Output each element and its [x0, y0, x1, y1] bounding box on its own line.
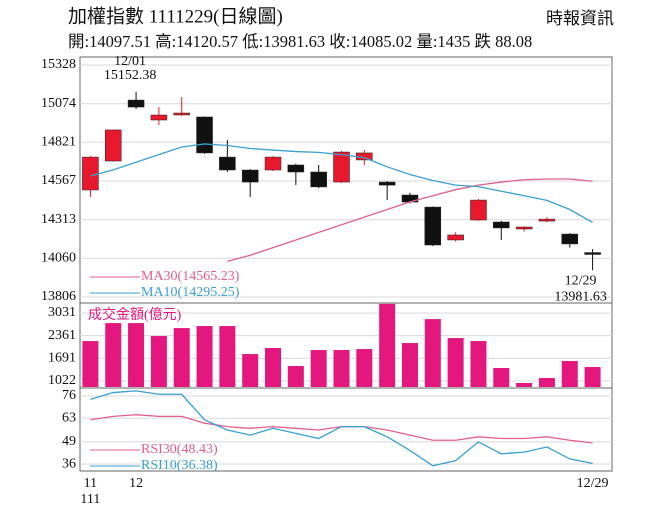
bar: [333, 350, 350, 387]
x-tick-label: 12: [129, 476, 143, 491]
candle-body: [538, 218, 556, 222]
candle-body: [82, 156, 99, 191]
candle-body: [333, 151, 350, 183]
legend-label: MA10(14295.25): [141, 285, 240, 300]
candle-body: [584, 252, 601, 255]
y-tick-label: 15328: [41, 57, 76, 72]
candle-body: [493, 221, 510, 229]
candle-body: [470, 199, 487, 221]
y-tick-label: 13806: [41, 289, 76, 304]
high-date: 12/01: [114, 54, 146, 69]
bar: [379, 303, 396, 387]
y-tick-label: 14313: [41, 212, 76, 227]
bar: [82, 341, 99, 387]
bar: [401, 343, 418, 387]
x-tick-label: 12/29: [577, 476, 609, 491]
bar: [470, 341, 487, 387]
y-tick-label: 14821: [41, 135, 76, 150]
candle-body: [287, 164, 305, 173]
candle-body: [378, 181, 396, 186]
bar: [105, 323, 122, 387]
legend-label: RSI10(36.38): [141, 458, 218, 473]
bar: [424, 319, 441, 387]
line: [227, 178, 593, 262]
legend-label: RSI30(48.43): [141, 442, 218, 457]
y-tick-label: 3031: [48, 305, 76, 320]
candle-body: [150, 114, 168, 121]
line: [90, 143, 593, 223]
bar: [493, 368, 510, 387]
low-date: 12/29: [565, 273, 597, 288]
bar: [310, 350, 327, 387]
candle-body: [127, 99, 145, 108]
candle-body: [241, 169, 259, 183]
x-year-label: 111: [80, 492, 100, 507]
bar: [173, 328, 190, 387]
candle-body: [515, 226, 533, 230]
line: [90, 414, 593, 444]
y-tick-label: 63: [62, 410, 76, 425]
y-tick-label: 1022: [48, 373, 76, 388]
bar: [128, 323, 145, 387]
y-tick-label: 14060: [41, 251, 76, 266]
quote: 開:14097.51 高:14120.57 低:13981.63 收:14085…: [68, 32, 532, 51]
y-tick-label: 36: [62, 456, 76, 471]
candle-body: [173, 112, 190, 116]
bar: [287, 366, 304, 387]
candle-body: [104, 129, 122, 162]
low-label: 13981.63: [554, 289, 607, 304]
y-tick-label: 14567: [41, 173, 76, 188]
bar: [584, 367, 601, 387]
title: 加權指數 1111229(日線圖): [68, 5, 283, 27]
y-tick-label: 2361: [48, 328, 76, 343]
candle-body: [447, 234, 464, 241]
bar: [242, 354, 259, 387]
bar: [150, 336, 167, 387]
y-tick-label: 15074: [41, 96, 76, 111]
bar: [265, 348, 282, 387]
bar: [447, 338, 464, 387]
candle-body: [196, 116, 213, 154]
candle-body: [561, 233, 579, 245]
y-tick-label: 76: [62, 388, 76, 403]
bar: [219, 326, 236, 387]
bar: [356, 349, 373, 387]
bar: [538, 378, 555, 387]
x-tick-label: 11: [84, 476, 97, 491]
frame: [79, 56, 613, 472]
bar: [561, 361, 578, 387]
y-tick-label: 1691: [48, 351, 76, 366]
candle-body: [264, 156, 282, 171]
source: 時報資訊: [546, 9, 614, 28]
candle-body: [424, 206, 442, 246]
panel-title: 成交金額(億元): [88, 306, 182, 323]
bar: [196, 326, 213, 387]
y-tick-label: 49: [62, 434, 76, 449]
high-label: 15152.38: [104, 68, 157, 83]
candle-body: [219, 156, 236, 171]
line: [90, 390, 593, 467]
legend-label: MA30(14565.23): [141, 269, 240, 284]
candle-body: [310, 171, 327, 188]
bar: [516, 383, 533, 387]
